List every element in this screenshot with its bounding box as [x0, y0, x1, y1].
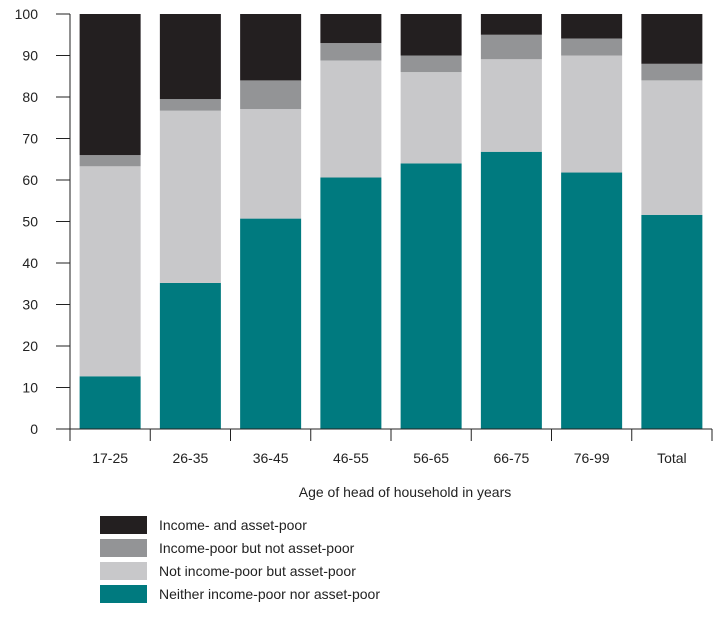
x-axis-title: Age of head of household in years: [299, 484, 512, 500]
y-tick-label: 20: [22, 338, 38, 354]
x-tick-label: 46-55: [333, 450, 369, 466]
axes: 0 10 20 30 40 50 60 70 80 90 100 17-25 26-35 36-45 46-…: [15, 6, 713, 466]
bar-segment-66-75-1: [480, 151, 542, 429]
bar-segment-26-35-3: [159, 99, 221, 111]
x-tick-label: 26-35: [172, 450, 208, 466]
y-tick-label: 90: [22, 48, 38, 64]
legend-label: Income-poor but not asset-poor: [159, 540, 355, 556]
bar-segment-76-99-3: [561, 38, 623, 56]
bar-segment-36-45-4: [240, 14, 302, 81]
bar-segment-26-35-1: [159, 282, 221, 429]
bar-segment-17-25-1: [79, 376, 141, 429]
y-tick-label: 50: [22, 214, 38, 230]
x-tick-label: 56-65: [413, 450, 449, 466]
y-tick-label: 100: [15, 6, 39, 22]
bars-layer: [79, 14, 703, 429]
legend-swatch: [100, 516, 147, 534]
y-tick-label: 30: [22, 297, 38, 313]
legend-label: Neither income-poor nor asset-poor: [159, 586, 380, 602]
bar-segment-Total-2: [641, 80, 703, 215]
bar-segment-76-99-4: [561, 14, 623, 39]
y-tick-label: 0: [30, 421, 38, 437]
bar-segment-76-99-1: [561, 172, 623, 429]
y-tick-label: 10: [22, 380, 38, 396]
bar-segment-46-55-2: [320, 60, 382, 178]
legend-swatch: [100, 562, 147, 580]
y-tick-label: 60: [22, 172, 38, 188]
bar-segment-Total-4: [641, 14, 703, 64]
bar-segment-Total-3: [641, 63, 703, 81]
y-tick-label: 40: [22, 255, 38, 271]
bar-segment-46-55-3: [320, 43, 382, 61]
legend: Income- and asset-poor Income-poor but no…: [100, 516, 380, 603]
legend-label: Income- and asset-poor: [159, 517, 307, 533]
legend-label: Not income-poor but asset-poor: [159, 563, 356, 579]
bar-segment-66-75-2: [480, 59, 542, 152]
legend-swatch: [100, 585, 147, 603]
bar-segment-56-65-3: [400, 55, 462, 73]
bar-segment-26-35-2: [159, 110, 221, 283]
bar-segment-66-75-3: [480, 34, 542, 60]
bar-segment-17-25-2: [79, 166, 141, 377]
bar-segment-Total-1: [641, 214, 703, 429]
bar-segment-26-35-4: [159, 14, 221, 100]
bar-segment-46-55-1: [320, 177, 382, 429]
bar-segment-17-25-3: [79, 155, 141, 167]
legend-swatch: [100, 539, 147, 557]
x-tick-label: 76-99: [574, 450, 610, 466]
bar-segment-36-45-2: [240, 109, 302, 219]
bar-segment-76-99-2: [561, 55, 623, 173]
bar-segment-17-25-4: [79, 14, 141, 156]
x-tick-label: Total: [657, 450, 687, 466]
bar-segment-36-45-1: [240, 218, 302, 429]
x-tick-label: 17-25: [92, 450, 128, 466]
bar-segment-46-55-4: [320, 14, 382, 44]
bar-segment-56-65-4: [400, 14, 462, 56]
bar-segment-56-65-1: [400, 163, 462, 429]
y-tick-label: 80: [22, 89, 38, 105]
y-tick-label: 70: [22, 131, 38, 147]
bar-segment-56-65-2: [400, 72, 462, 164]
x-tick-label: 66-75: [493, 450, 529, 466]
x-tick-label: 36-45: [253, 450, 289, 466]
bar-segment-66-75-4: [480, 14, 542, 35]
bar-segment-36-45-3: [240, 80, 302, 110]
